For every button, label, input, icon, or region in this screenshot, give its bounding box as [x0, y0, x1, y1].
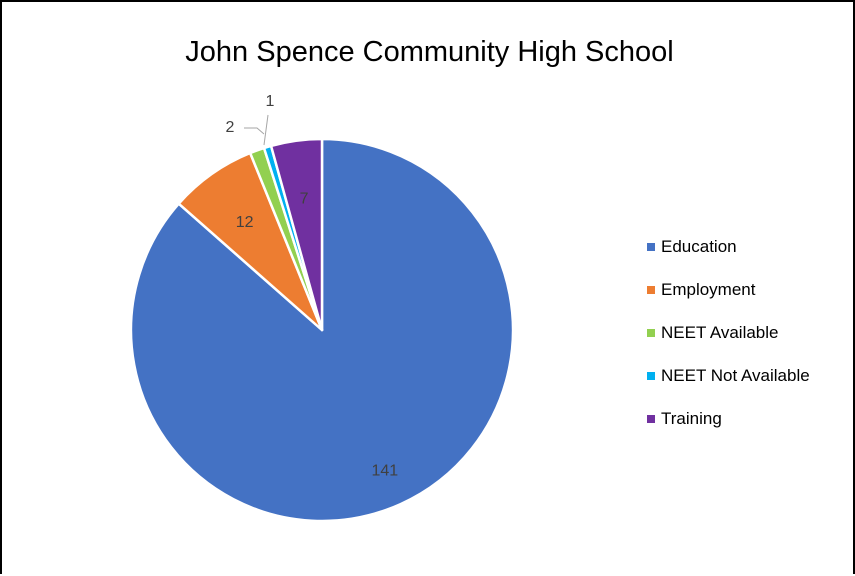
- legend-item-education: Education: [647, 233, 810, 261]
- legend-label-neet-not-available: NEET Not Available: [661, 366, 810, 385]
- legend-label-employment: Employment: [661, 280, 756, 299]
- legend-label-education: Education: [661, 237, 737, 256]
- legend-swatch-neet-available: [647, 329, 655, 337]
- legend-label-training: Training: [661, 409, 722, 428]
- chart-title: John Spence Community High School: [185, 36, 674, 68]
- legend-item-neet-not-available: NEET Not Available: [647, 362, 810, 390]
- data-label-education: 141: [372, 462, 399, 479]
- data-label-neet-not-available: 1: [266, 93, 275, 110]
- data-label-employment: 12: [236, 214, 254, 231]
- legend-swatch-neet-not-available: [647, 372, 655, 380]
- pie-slice-education: [129, 137, 515, 523]
- data-label-neet-available: 2: [226, 119, 235, 136]
- legend-item-neet-available: NEET Available: [647, 319, 810, 347]
- chart-legend: Education Employment NEET Available NEET No…: [647, 233, 810, 448]
- legend-item-training: Training: [647, 405, 810, 433]
- data-label-training: 7: [300, 191, 309, 208]
- pie-slice-training: [269, 137, 324, 332]
- legend-swatch-employment: [647, 286, 655, 294]
- leader-line-neet-available: [244, 127, 265, 135]
- leader-line-neet-not-available: [263, 114, 269, 146]
- legend-label-neet-available: NEET Available: [661, 323, 779, 342]
- legend-swatch-training: [647, 415, 655, 423]
- legend-swatch-education: [647, 243, 655, 251]
- legend-item-employment: Employment: [647, 276, 810, 304]
